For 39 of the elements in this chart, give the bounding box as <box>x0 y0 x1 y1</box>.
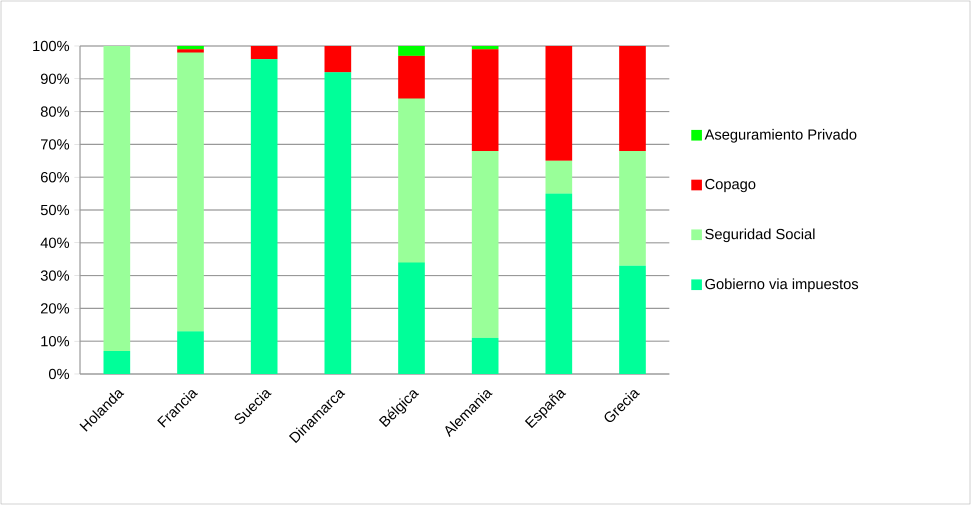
bar <box>177 46 204 50</box>
bar <box>472 338 498 374</box>
y-tick-label: 50% <box>40 204 70 216</box>
bar <box>545 160 572 194</box>
bar <box>177 49 204 53</box>
bar <box>619 46 646 151</box>
bar <box>472 150 498 338</box>
bar <box>398 56 425 98</box>
y-tick-label: 40% <box>40 238 70 248</box>
bar <box>619 150 646 266</box>
y-tick-label: 0% <box>48 368 70 380</box>
bar <box>177 52 204 332</box>
bar <box>250 59 278 374</box>
bar <box>472 46 498 50</box>
bar <box>324 46 352 72</box>
bar <box>398 98 425 262</box>
legend-label: Gobierno via impuestos <box>705 278 858 292</box>
y-tick-label: 10% <box>41 336 70 346</box>
bar <box>545 46 572 161</box>
legend-label: Aseguramiento Privado <box>704 128 856 143</box>
y-tick-label: 100% <box>33 40 70 52</box>
bar <box>545 194 572 374</box>
y-tick-label: 80% <box>40 106 70 117</box>
bar <box>250 46 278 60</box>
bar <box>472 49 498 151</box>
y-tick-label: 60% <box>41 172 70 182</box>
legend-label: Copago <box>705 178 756 192</box>
legend-label: Seguridad Social <box>705 228 814 242</box>
y-tick-label: 70% <box>41 139 70 150</box>
bar <box>104 46 130 352</box>
bar <box>324 72 352 374</box>
y-tick-label: 20% <box>40 303 70 314</box>
y-tick-label: 90% <box>40 74 70 84</box>
bar <box>398 262 425 374</box>
bar <box>398 46 425 56</box>
bar <box>104 351 130 374</box>
y-tick-label: 30% <box>40 270 70 281</box>
bar <box>619 266 646 374</box>
bar <box>177 331 204 374</box>
